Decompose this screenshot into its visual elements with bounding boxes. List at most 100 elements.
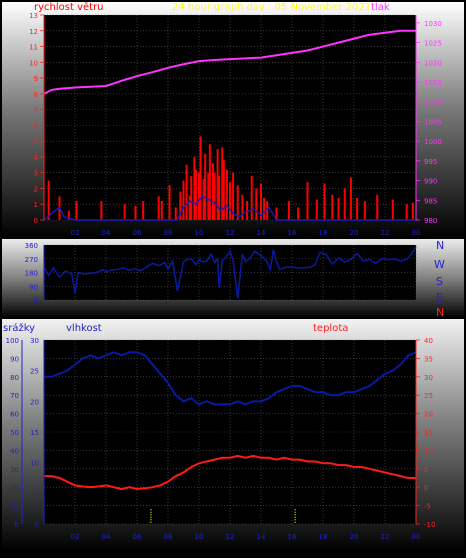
wind-tick-10: 10	[29, 59, 38, 67]
wind-bar-47	[323, 183, 326, 220]
wind-bar-53	[363, 201, 366, 220]
wind-bar-49	[337, 197, 340, 220]
bottom-x-tick-20: 20	[350, 533, 359, 541]
wind-bar-13	[182, 180, 185, 220]
rain-tick-100: 100	[6, 337, 19, 345]
wind-tick-7: 7	[34, 107, 38, 115]
pressure-tick-1030: 1030	[424, 20, 442, 28]
bottom-x-tick-22: 22	[381, 533, 390, 541]
pressure-tick-1000: 1000	[424, 138, 442, 146]
wind-speed-label: rychlost větru	[34, 1, 104, 13]
wind-tick-2: 2	[34, 185, 38, 193]
wind-bar-51	[349, 177, 352, 220]
wind-bar-22	[204, 153, 207, 220]
compass-n-top: N	[436, 239, 444, 252]
grid-layer	[44, 14, 417, 525]
temp-tick-15: 15	[424, 429, 433, 437]
direction-tick-360: 360	[25, 242, 38, 250]
top-x-tick-08: 08	[164, 229, 173, 237]
direction-tick-270: 270	[25, 256, 38, 264]
direction-tick-180: 180	[25, 270, 38, 278]
rain-tick-20: 20	[10, 484, 19, 492]
pressure-line	[43, 29, 416, 95]
wind-bar-9	[160, 201, 163, 220]
wind-tick-8: 8	[34, 91, 38, 99]
wind-tick-12: 12	[29, 28, 38, 36]
wind-bar-18	[194, 169, 197, 220]
temperature-line	[44, 454, 416, 491]
wind-bar-3	[75, 201, 78, 220]
bottom-x-tick-18: 18	[319, 533, 328, 541]
rain-tick-60: 60	[10, 411, 19, 419]
wind-bar-57	[411, 202, 414, 220]
pressure-tick-985: 985	[424, 197, 437, 205]
temp-tick-35: 35	[424, 355, 433, 363]
marks-layer	[43, 29, 417, 524]
wind-bar-8	[157, 196, 160, 220]
direction-tick-90: 90	[29, 283, 38, 291]
wind-bar-40	[263, 197, 266, 220]
humidity-label: vlhkost	[66, 323, 102, 334]
top-x-tick-16: 16	[288, 229, 297, 237]
wind-bar-16	[190, 175, 193, 220]
wind-bar-20	[199, 136, 202, 220]
rain-label: srážky	[3, 322, 35, 334]
temp-tick--10: -10	[424, 521, 435, 529]
humidity-tick-30: 30	[30, 337, 39, 345]
wind-tick-13: 13	[29, 12, 38, 20]
wind-bar-4	[100, 201, 103, 220]
bottom-x-tick-16: 16	[288, 533, 297, 541]
temp-tick-10: 10	[424, 447, 433, 455]
rain-tick-50: 50	[10, 429, 19, 437]
bottom-x-tick-04: 04	[102, 533, 111, 541]
wind-bar-32	[229, 182, 231, 220]
wind-bar-0	[47, 180, 50, 220]
wind-bar-23	[207, 172, 210, 220]
rain-tick-0: 0	[15, 521, 19, 529]
pressure-tick-1025: 1025	[424, 40, 442, 48]
wind-bar-26	[213, 172, 216, 220]
wind-bar-19	[198, 172, 200, 220]
wind-bar-39	[260, 183, 262, 220]
ticks-layer: 0123456789101112139809859909951000100510…	[6, 12, 442, 541]
pressure-tick-980: 980	[424, 217, 437, 225]
wind-bar-45	[306, 182, 309, 220]
temp-tick-30: 30	[424, 374, 433, 382]
bottom-x-tick-12: 12	[226, 533, 235, 541]
wind-bar-56	[405, 204, 408, 220]
temp-tick-20: 20	[424, 411, 433, 419]
wind-tick-1: 1	[34, 201, 38, 209]
wind-bar-34	[236, 185, 239, 220]
compass-n-bottom: N	[436, 306, 444, 319]
wind-bar-38	[255, 188, 258, 220]
top-x-tick-10: 10	[195, 229, 204, 237]
wind-bar-14	[185, 164, 188, 220]
wind-bar-37	[250, 175, 253, 220]
bottom-x-tick-08: 08	[164, 533, 173, 541]
rain-tick-30: 30	[10, 466, 19, 474]
bottom-x-tick-02: 02	[71, 533, 80, 541]
compass-e: E	[436, 291, 443, 304]
wind-bar-12	[179, 191, 182, 220]
wind-bar-50	[343, 188, 346, 220]
wind-bar-33	[232, 172, 235, 220]
wind-bar-27	[216, 149, 219, 220]
wind-bar-54	[376, 194, 379, 220]
wind-bar-21	[202, 179, 205, 220]
wind-bar-10	[168, 185, 171, 220]
wind-bar-11	[174, 207, 177, 220]
top-x-tick-14: 14	[257, 229, 266, 237]
compass-w: W	[434, 258, 445, 271]
wind-bar-36	[246, 201, 249, 220]
wind-bar-48	[331, 194, 334, 220]
temp-tick-25: 25	[424, 392, 433, 400]
wind-bar-46	[315, 199, 318, 220]
bottom-x-tick-00: 00	[412, 533, 421, 541]
top-x-tick-04: 04	[102, 229, 111, 237]
wind-tick-9: 9	[34, 75, 38, 83]
humidity-tick-5: 5	[35, 490, 39, 498]
pressure-label: tlak	[371, 2, 390, 13]
bottom-x-tick-10: 10	[195, 533, 204, 541]
wind-bar-25	[211, 163, 214, 220]
